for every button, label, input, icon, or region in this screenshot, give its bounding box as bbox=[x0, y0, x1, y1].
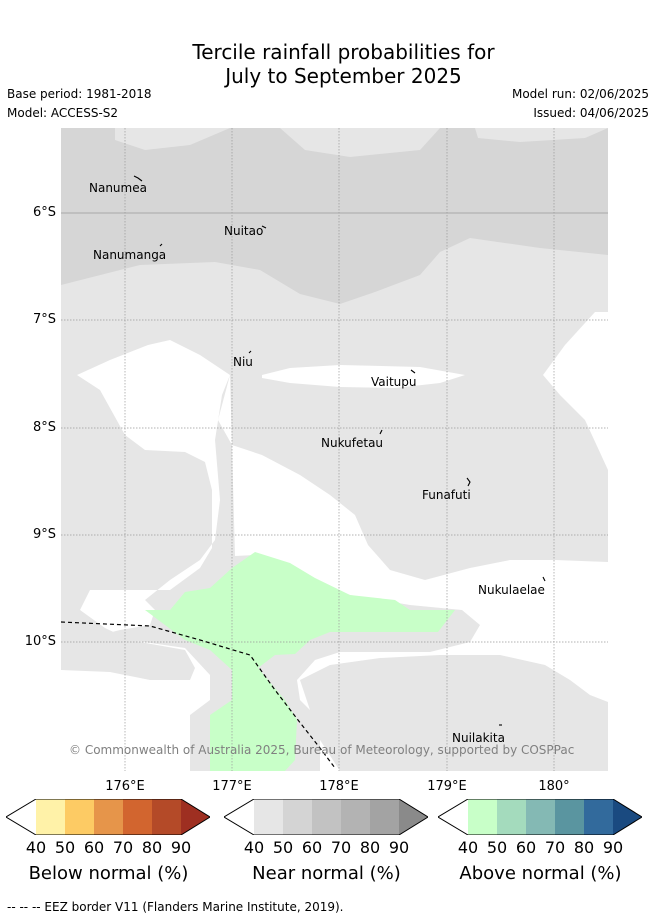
near-normal-40-top-patch-2 bbox=[280, 128, 440, 157]
graticule bbox=[61, 128, 608, 771]
lon-label-178e: 178°E bbox=[319, 779, 359, 794]
near-tick-60: 60 bbox=[301, 838, 323, 857]
above-tick-70: 70 bbox=[544, 838, 566, 857]
lon-label-179e: 179°E bbox=[427, 779, 467, 794]
below-normal-swatch-40 bbox=[36, 799, 65, 835]
below-normal-swatch-50 bbox=[65, 799, 94, 835]
near-tick-80: 80 bbox=[359, 838, 381, 857]
place-vaitupu: Vaitupu bbox=[371, 375, 417, 389]
above-normal-swatch-40 bbox=[468, 799, 497, 835]
place-nuilakita: Nuilakita bbox=[452, 731, 505, 745]
eez-footer-note: -- -- -- EEZ border V11 (Flanders Marine… bbox=[7, 900, 344, 914]
near-normal-swatch-50 bbox=[283, 799, 312, 835]
below-tick-50: 50 bbox=[54, 838, 76, 857]
island-nanumanga-shape bbox=[159, 243, 163, 247]
island-nanumea-shape bbox=[133, 175, 143, 182]
place-nukufetau: Nukufetau bbox=[321, 436, 383, 450]
lat-label-7s: 7°S bbox=[32, 312, 56, 327]
lat-label-6s: 6°S bbox=[32, 205, 56, 220]
above-normal-swatch-70 bbox=[555, 799, 584, 835]
near-normal-swatch-80 bbox=[370, 799, 399, 835]
below-tick-40: 40 bbox=[25, 838, 47, 857]
near-normal-swatch-60 bbox=[312, 799, 341, 835]
lat-label-9s: 9°S bbox=[32, 527, 56, 542]
place-nuitao: Nuitao bbox=[224, 224, 263, 238]
below-tick-60: 60 bbox=[83, 838, 105, 857]
lat-label-10s: 10°S bbox=[24, 634, 56, 649]
below-normal-swatch-70 bbox=[123, 799, 152, 835]
below-tick-70: 70 bbox=[112, 838, 134, 857]
near-tick-70: 70 bbox=[330, 838, 352, 857]
below-normal-label: Below normal (%) bbox=[28, 863, 189, 884]
near-normal-swatch-40 bbox=[254, 799, 283, 835]
above-tick-50: 50 bbox=[486, 838, 508, 857]
near-normal-swatch-90 bbox=[399, 799, 428, 835]
issued-date: Issued: 04/06/2025 bbox=[533, 106, 649, 120]
island-nukulaelae-shape bbox=[542, 576, 546, 582]
title-line-1: Tercile rainfall probabilities for bbox=[192, 40, 495, 64]
island-nukufetau-shape bbox=[379, 429, 383, 435]
near-normal-40-top-patch-3 bbox=[475, 128, 608, 142]
place-funafuti: Funafuti bbox=[422, 488, 471, 502]
near-tick-90: 90 bbox=[388, 838, 410, 857]
island-funafuti-shape bbox=[466, 477, 471, 487]
above-normal-40-region bbox=[145, 552, 455, 771]
near-tick-50: 50 bbox=[272, 838, 294, 857]
above-tick-60: 60 bbox=[515, 838, 537, 857]
base-period: Base period: 1981-2018 bbox=[7, 87, 152, 101]
near-normal-40-top-patch bbox=[115, 128, 230, 150]
above-tick-80: 80 bbox=[573, 838, 595, 857]
place-nanumanga: Nanumanga bbox=[93, 248, 166, 262]
near-normal-50-region bbox=[61, 128, 608, 304]
near-normal-label: Near normal (%) bbox=[252, 863, 401, 884]
place-nanumea: Nanumea bbox=[89, 181, 147, 195]
eez-border-line bbox=[61, 621, 336, 769]
place-nukulaelae: Nukulaelae bbox=[478, 583, 545, 597]
probability-map: Nanumea Nuitao Nanumanga Niu Vaitupu Nuk… bbox=[61, 128, 608, 771]
above-tick-40: 40 bbox=[457, 838, 479, 857]
lat-label-8s: 8°S bbox=[32, 420, 56, 435]
above-normal-label: Above normal (%) bbox=[459, 863, 622, 884]
chart-title: Tercile rainfall probabilities for July … bbox=[0, 40, 655, 88]
above-normal-swatch-80 bbox=[584, 799, 613, 835]
model-run: Model run: 02/06/2025 bbox=[511, 87, 649, 101]
near-normal-swatch-70 bbox=[341, 799, 370, 835]
below-normal-swatch-60 bbox=[94, 799, 123, 835]
above-normal-swatch-90 bbox=[613, 799, 642, 835]
copyright-notice: © Commonwealth of Australia 2025, Bureau… bbox=[69, 743, 574, 757]
lon-label-177e: 177°E bbox=[212, 779, 252, 794]
model-name: Model: ACCESS-S2 bbox=[7, 106, 119, 120]
below-normal-swatch-80 bbox=[152, 799, 181, 835]
below-normal-swatch-under bbox=[6, 799, 36, 835]
below-normal-swatch-90 bbox=[181, 799, 210, 835]
island-outlines bbox=[133, 175, 546, 726]
white-region-east bbox=[543, 312, 608, 470]
above-normal-swatch-60 bbox=[526, 799, 555, 835]
place-labels: Nanumea Nuitao Nanumanga Niu Vaitupu Nuk… bbox=[89, 181, 545, 745]
place-niu: Niu bbox=[233, 355, 253, 369]
near-normal-40-inner bbox=[300, 655, 608, 771]
near-tick-40: 40 bbox=[243, 838, 265, 857]
below-tick-90: 90 bbox=[170, 838, 192, 857]
title-line-2: July to September 2025 bbox=[225, 64, 462, 88]
island-niu-shape bbox=[248, 350, 252, 354]
lon-label-180: 180° bbox=[538, 779, 570, 794]
near-normal-40-west-inner bbox=[61, 610, 195, 680]
lon-label-176e: 176°E bbox=[105, 779, 145, 794]
above-normal-swatch-50 bbox=[497, 799, 526, 835]
island-nuitao-shape bbox=[261, 225, 267, 229]
colorbar-near-normal bbox=[224, 799, 428, 835]
near-normal-swatch-under bbox=[224, 799, 254, 835]
colorbar-above-normal bbox=[438, 799, 642, 835]
below-tick-80: 80 bbox=[141, 838, 163, 857]
above-tick-90: 90 bbox=[602, 838, 624, 857]
island-vaitupu-shape bbox=[410, 369, 416, 374]
above-normal-swatch-under bbox=[438, 799, 468, 835]
colorbar-below-normal bbox=[6, 799, 210, 835]
